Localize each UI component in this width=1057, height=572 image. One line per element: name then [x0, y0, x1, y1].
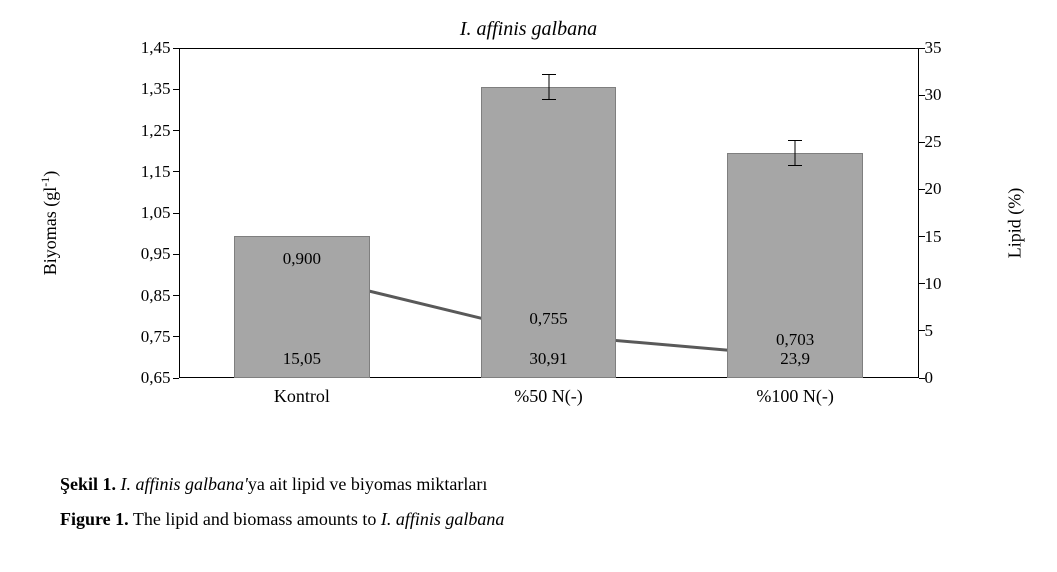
y-left-tick-label: 1,05 — [127, 203, 171, 223]
y-right-tick-label: 0 — [925, 368, 955, 388]
y-right-tick-label: 25 — [925, 132, 955, 152]
error-bar — [795, 140, 796, 165]
y-left-tick-label: 1,25 — [127, 121, 171, 141]
y-right-tick-label: 20 — [925, 179, 955, 199]
chart-container: I. affinis galbana 0,650,750,850,951,051… — [79, 18, 979, 428]
y-left-tick — [173, 254, 179, 255]
caption-turkish: Şekil 1. I. affinis galbana'ya ait lipid… — [60, 474, 960, 495]
y-left-tick — [173, 378, 179, 379]
y-left-tick-label: 1,35 — [127, 79, 171, 99]
caption-figure-label: Figure 1. — [60, 509, 129, 529]
y-left-tick — [173, 130, 179, 131]
y-right-tick-label: 35 — [925, 38, 955, 58]
error-bar — [548, 74, 549, 99]
y-left-tick-label: 0,85 — [127, 286, 171, 306]
y-left-tick — [173, 213, 179, 214]
y-right-tick-label: 5 — [925, 321, 955, 341]
y-left-tick-label: 1,45 — [127, 38, 171, 58]
figure-captions: Şekil 1. I. affinis galbana'ya ait lipid… — [60, 460, 960, 544]
y-right-tick-label: 10 — [925, 274, 955, 294]
y-left-tick — [173, 295, 179, 296]
page-root: I. affinis galbana 0,650,750,850,951,051… — [0, 0, 1057, 572]
error-cap — [542, 74, 556, 75]
x-category-label: %50 N(-) — [514, 386, 582, 407]
line-value-label: 0,703 — [776, 330, 814, 350]
y-left-tick — [173, 336, 179, 337]
caption-figure-italic: I. affinis galbana — [381, 509, 505, 529]
y-right-axis-title: Lipid (%) — [1005, 188, 1026, 258]
y-right-tick-label: 15 — [925, 227, 955, 247]
line-value-label: 0,900 — [283, 249, 321, 269]
y-left-tick-label: 0,75 — [127, 327, 171, 347]
x-category-label: Kontrol — [274, 386, 330, 407]
x-category-label: %100 N(-) — [756, 386, 833, 407]
y-left-title-text: Biyomas (gl — [39, 187, 59, 276]
caption-figure-pre: The lipid and biomass amounts to — [129, 509, 381, 529]
line-value-label: 0,755 — [529, 309, 567, 329]
caption-sekil-post: ya ait lipid ve biyomas miktarları — [248, 474, 487, 494]
y-left-tick-label: 0,65 — [127, 368, 171, 388]
plot-area: 0,650,750,850,951,051,151,251,351,450510… — [179, 48, 919, 378]
bar: 30,91 — [481, 87, 617, 378]
error-cap — [788, 140, 802, 141]
bar-value-label: 15,05 — [235, 349, 369, 369]
y-left-tick-label: 1,15 — [127, 162, 171, 182]
caption-english: Figure 1. The lipid and biomass amounts … — [60, 509, 960, 530]
y-left-tick — [173, 171, 179, 172]
y-right-tick-label: 30 — [925, 85, 955, 105]
y-left-tick — [173, 89, 179, 90]
y-left-tick-label: 0,95 — [127, 244, 171, 264]
bar-value-label: 23,9 — [728, 349, 862, 369]
chart-title: I. affinis galbana — [79, 18, 979, 41]
error-cap — [542, 99, 556, 100]
y-left-axis-title: Biyomas (gl-1) — [37, 171, 60, 276]
caption-sekil-italic: I. affinis galbana' — [121, 474, 248, 494]
bar-value-label: 30,91 — [482, 349, 616, 369]
y-left-tick — [173, 48, 179, 49]
y-left-title-sup: -1 — [37, 177, 51, 187]
error-cap — [788, 165, 802, 166]
y-left-title-close: ) — [39, 171, 59, 177]
caption-sekil-label: Şekil 1. — [60, 474, 116, 494]
